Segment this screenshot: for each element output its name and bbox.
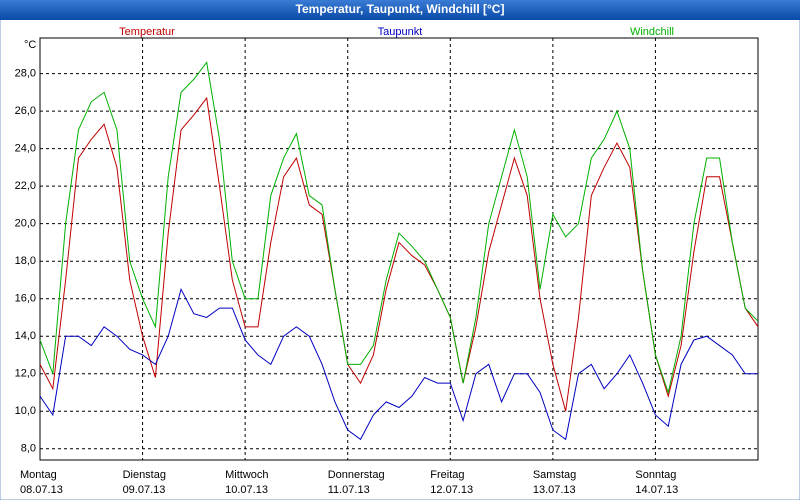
series-line — [39, 96, 759, 412]
series-line — [39, 61, 759, 395]
y-tick-label: 10,0 — [15, 405, 36, 417]
legend-label: Windchill — [630, 26, 674, 38]
y-tick-label: 12,0 — [15, 368, 36, 380]
x-tick-label: Montag — [20, 469, 57, 481]
legend-label: Temperatur — [119, 26, 175, 38]
y-tick-label: 22,0 — [15, 180, 36, 192]
x-tick-date: 08.07.13 — [20, 484, 63, 496]
x-tick-label: Donnerstag — [328, 469, 385, 481]
y-tick-label: 24,0 — [15, 143, 36, 155]
x-tick-label: Sonntag — [635, 469, 676, 481]
y-tick-label: 18,0 — [15, 255, 36, 267]
x-tick-label: Samstag — [533, 469, 576, 481]
x-tick-label: Mittwoch — [225, 469, 268, 481]
y-tick-label: 28,0 — [15, 68, 36, 80]
x-tick-date: 13.07.13 — [533, 484, 576, 496]
x-tick-date: 12.07.13 — [430, 484, 473, 496]
y-tick-label: 14,0 — [15, 330, 36, 342]
y-tick-label: 26,0 — [15, 105, 36, 117]
chart-title: Temperatur, Taupunkt, Windchill [°C] — [296, 2, 505, 16]
x-tick-date: 10.07.13 — [225, 484, 268, 496]
x-tick-label: Freitag — [430, 469, 464, 481]
legend-label: Taupunkt — [378, 26, 423, 38]
x-tick-date: 09.07.13 — [123, 484, 166, 496]
y-tick-label: 16,0 — [15, 293, 36, 305]
y-tick-label: 8,0 — [21, 443, 36, 455]
y-tick-label: 20,0 — [15, 218, 36, 230]
y-unit: °C — [24, 39, 36, 51]
title-bar — [0, 0, 800, 20]
x-tick-label: Dienstag — [123, 469, 166, 481]
x-tick-date: 14.07.13 — [635, 484, 678, 496]
plot-area — [39, 37, 759, 461]
series-line — [39, 287, 758, 441]
x-tick-date: 11.07.13 — [328, 484, 370, 496]
